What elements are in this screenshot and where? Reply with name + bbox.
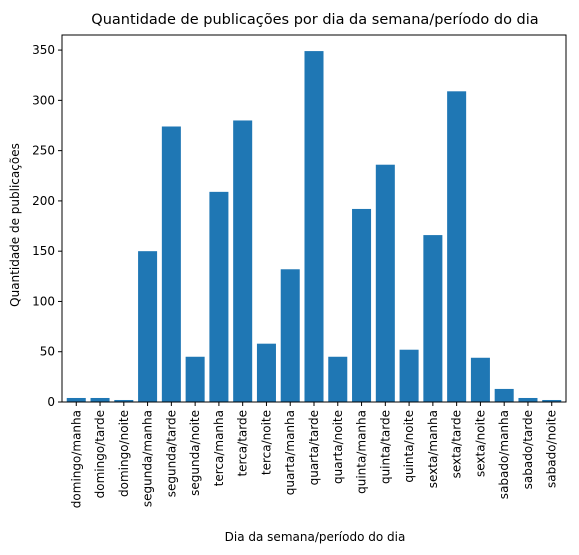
x-tick-label: sexta/manha <box>426 410 440 488</box>
bar-quinta-noite <box>399 349 419 402</box>
y-tick-label: 300 <box>32 93 55 107</box>
x-tick-label: domingo/noite <box>117 410 131 497</box>
x-tick-label: domingo/manha <box>69 410 83 508</box>
x-tick-label: sabado/noite <box>545 410 559 488</box>
bar-segunda-manha <box>138 251 158 402</box>
y-tick-label: 150 <box>32 244 55 258</box>
bar-domingo-tarde <box>90 397 110 402</box>
x-tick-label: sabado/manha <box>497 410 511 499</box>
y-tick-label: 350 <box>32 43 55 57</box>
x-tick-label: quinta/noite <box>402 410 416 483</box>
y-tick-label: 100 <box>32 294 55 308</box>
x-tick-label: terca/noite <box>259 410 273 475</box>
x-axis-ticks: domingo/manha domingo/tarde domingo/noite s… <box>69 402 559 508</box>
x-tick-label: quarta/manha <box>283 410 297 495</box>
y-tick-label: 50 <box>40 345 55 359</box>
bars-group <box>66 51 562 402</box>
bar-sabado-manha <box>494 388 514 402</box>
y-axis-ticks: 0 50 100 150 200 250 300 350 <box>32 43 62 409</box>
x-tick-label: sexta/tarde <box>450 410 464 478</box>
chart-title: Quantidade de publicações por dia da sem… <box>91 12 538 28</box>
x-tick-label: segunda/noite <box>188 410 202 496</box>
bar-terca-noite <box>256 343 276 402</box>
bar-quarta-tarde <box>304 51 324 402</box>
x-axis-label: Dia da semana/período do dia <box>225 530 406 544</box>
bar-quinta-manha <box>352 208 372 402</box>
bar-sexta-noite <box>470 357 490 402</box>
bar-sabado-noite <box>542 399 562 402</box>
bar-quinta-tarde <box>375 164 395 402</box>
y-tick-label: 200 <box>32 194 55 208</box>
x-tick-label: segunda/tarde <box>164 410 178 497</box>
y-tick-label: 250 <box>32 144 55 158</box>
bar-terca-tarde <box>233 120 253 402</box>
x-tick-label: sexta/noite <box>473 410 487 477</box>
plot-frame <box>61 34 567 403</box>
bar-sexta-manha <box>423 235 443 402</box>
bar-segunda-noite <box>185 356 205 402</box>
bar-sexta-tarde <box>447 91 467 402</box>
bar-segunda-tarde <box>161 126 181 402</box>
bar-quarta-manha <box>280 269 300 402</box>
bar-terca-manha <box>209 191 229 402</box>
x-tick-label: terca/manha <box>212 410 226 486</box>
x-tick-label: terca/tarde <box>236 410 250 477</box>
x-tick-label: quarta/noite <box>331 410 345 484</box>
x-tick-label: quinta/tarde <box>378 410 392 484</box>
x-tick-label: sabado/tarde <box>521 410 535 489</box>
x-tick-label: segunda/manha <box>141 410 155 507</box>
y-axis-label: Quantidade de publicações <box>8 143 22 307</box>
bar-domingo-manha <box>66 397 86 402</box>
y-tick-label: 0 <box>47 395 55 409</box>
x-tick-label: quinta/manha <box>355 410 369 494</box>
x-tick-label: domingo/tarde <box>93 410 107 498</box>
bar-sabado-tarde <box>518 397 538 402</box>
bar-quarta-noite <box>328 356 348 402</box>
x-tick-label: quarta/tarde <box>307 410 321 485</box>
bar-domingo-noite <box>114 399 134 402</box>
